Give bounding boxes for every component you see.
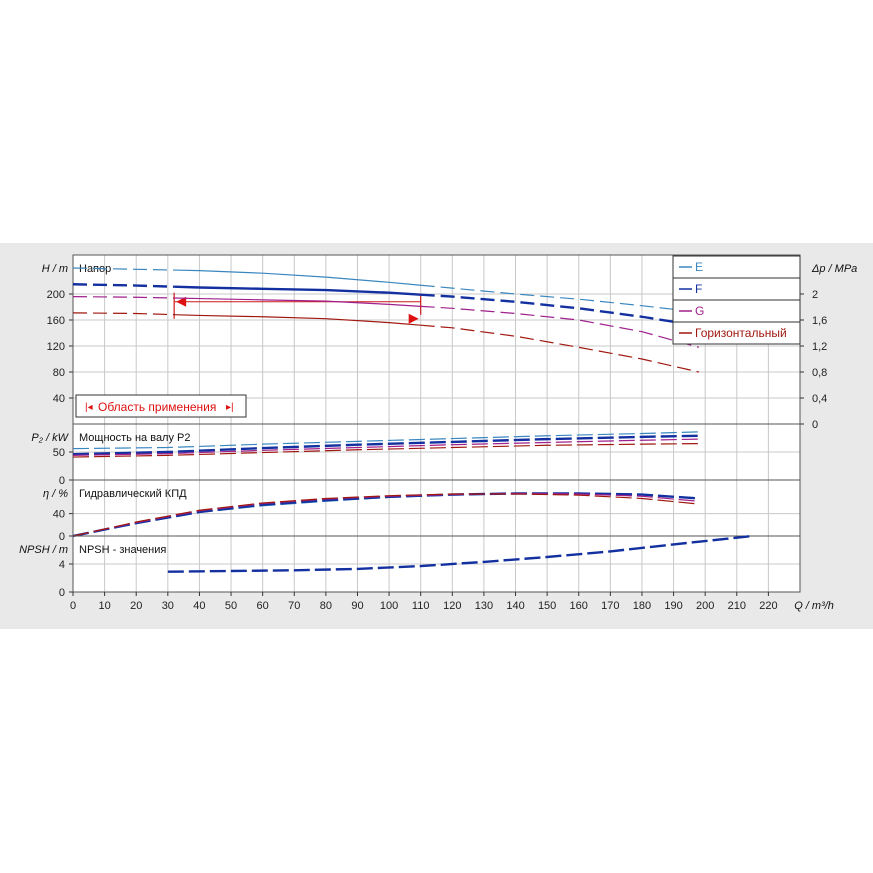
series-line-горизонтальный-left bbox=[72, 312, 175, 316]
y-tick-label: 80 bbox=[53, 367, 65, 379]
panel-title: Мощность на валу P2 bbox=[79, 432, 191, 444]
y-tick-label: 40 bbox=[53, 393, 65, 405]
x-tick-label: 90 bbox=[351, 600, 363, 612]
x-tick-label: 40 bbox=[193, 600, 205, 612]
right-tick-label: 0,8 bbox=[812, 367, 827, 379]
panel-title: Гидравлический КПД bbox=[79, 488, 187, 500]
series-line-g-left bbox=[72, 296, 175, 299]
y-tick-label: 0 bbox=[59, 587, 65, 599]
x-tick-label: 20 bbox=[130, 600, 142, 612]
x-tick-label: 100 bbox=[380, 600, 398, 612]
legend-row bbox=[672, 255, 801, 279]
y-tick-label: 160 bbox=[47, 315, 65, 327]
series-line-f bbox=[167, 534, 753, 573]
legend-row bbox=[672, 321, 801, 345]
right-tick-label: 1,2 bbox=[812, 341, 827, 353]
x-tick-label: 160 bbox=[570, 600, 588, 612]
series-line-f bbox=[72, 434, 699, 456]
x-tick-label: 80 bbox=[320, 600, 332, 612]
x-tick-label: 110 bbox=[412, 600, 430, 612]
x-tick-label: 10 bbox=[98, 600, 110, 612]
x-tick-label: 190 bbox=[664, 600, 682, 612]
legend-label: E bbox=[695, 260, 703, 274]
panel-title: NPSH - значения bbox=[79, 544, 166, 556]
x-tick-label: 120 bbox=[443, 600, 461, 612]
series-line-g bbox=[72, 438, 699, 456]
y-axis-label: P₂ / kW bbox=[31, 432, 69, 444]
x-tick-label: 210 bbox=[728, 600, 746, 612]
application-range-left-glyph: |◂ bbox=[85, 402, 93, 413]
y-tick-label: 200 bbox=[47, 289, 65, 301]
x-tick-label: 170 bbox=[601, 600, 619, 612]
legend-label: G bbox=[695, 304, 704, 318]
x-axis-label: Q / m³/h bbox=[794, 600, 834, 612]
pump-performance-chart: 40 80 120 160 200 Напор H / m |◂ Область примене… bbox=[0, 243, 873, 629]
x-tick-label: 220 bbox=[759, 600, 777, 612]
y-axis-label: η / % bbox=[43, 488, 68, 500]
series-line-g-right bbox=[420, 305, 700, 348]
x-tick-label: 180 bbox=[633, 600, 651, 612]
right-tick-label: 0,4 bbox=[812, 393, 827, 405]
x-tick-label: 30 bbox=[162, 600, 174, 612]
right-axis-label: Δp / MPa bbox=[811, 263, 857, 275]
y-tick-label: 0 bbox=[59, 475, 65, 487]
series-line-горизонтальный-right bbox=[420, 324, 699, 373]
x-tick-label: 70 bbox=[288, 600, 300, 612]
series-line-горизонтальный bbox=[72, 443, 699, 458]
y-tick-label: 40 bbox=[53, 509, 65, 521]
series-line-f-range bbox=[174, 285, 421, 296]
x-tick-label: 50 bbox=[225, 600, 237, 612]
application-range-label: Область применения bbox=[98, 400, 216, 414]
y-tick-label: 50 bbox=[53, 447, 65, 459]
series-line-e bbox=[72, 431, 699, 450]
x-tick-label: 0 bbox=[70, 600, 76, 612]
series-line-e-left bbox=[72, 267, 175, 271]
series-line-f-left bbox=[72, 283, 175, 288]
legend-row bbox=[672, 277, 801, 301]
right-tick-label: 0 bbox=[812, 419, 818, 431]
y-axis-label: NPSH / m bbox=[19, 544, 68, 556]
y-tick-label: 4 bbox=[59, 559, 65, 571]
series-line-g-range bbox=[174, 297, 421, 307]
series-line-f-right bbox=[420, 293, 700, 328]
y-axis-label: H / m bbox=[42, 263, 68, 275]
x-tick-label: 60 bbox=[257, 600, 269, 612]
series-line-горизонтальный bbox=[72, 493, 699, 537]
application-range-right-glyph: ▸| bbox=[226, 402, 234, 413]
series-line-e-right bbox=[420, 284, 699, 313]
series-line-горизонтальный-range bbox=[174, 314, 421, 326]
x-tick-label: 140 bbox=[506, 600, 524, 612]
x-tick-label: 200 bbox=[696, 600, 714, 612]
legend-label: Горизонтальный bbox=[695, 326, 787, 340]
panel-frame bbox=[72, 535, 801, 593]
right-tick-label: 2 bbox=[812, 289, 818, 301]
legend-label: F bbox=[695, 282, 702, 296]
x-tick-label: 130 bbox=[475, 600, 493, 612]
legend-row bbox=[672, 299, 801, 323]
right-tick-label: 1,6 bbox=[812, 315, 827, 327]
x-tick-label: 150 bbox=[538, 600, 556, 612]
application-range-right-marker bbox=[408, 313, 419, 324]
y-tick-label: 120 bbox=[47, 341, 65, 353]
application-range-left-marker bbox=[176, 296, 187, 307]
y-tick-label: 0 bbox=[59, 531, 65, 543]
application-range-box bbox=[75, 394, 247, 418]
series-line-e-range bbox=[174, 269, 421, 286]
